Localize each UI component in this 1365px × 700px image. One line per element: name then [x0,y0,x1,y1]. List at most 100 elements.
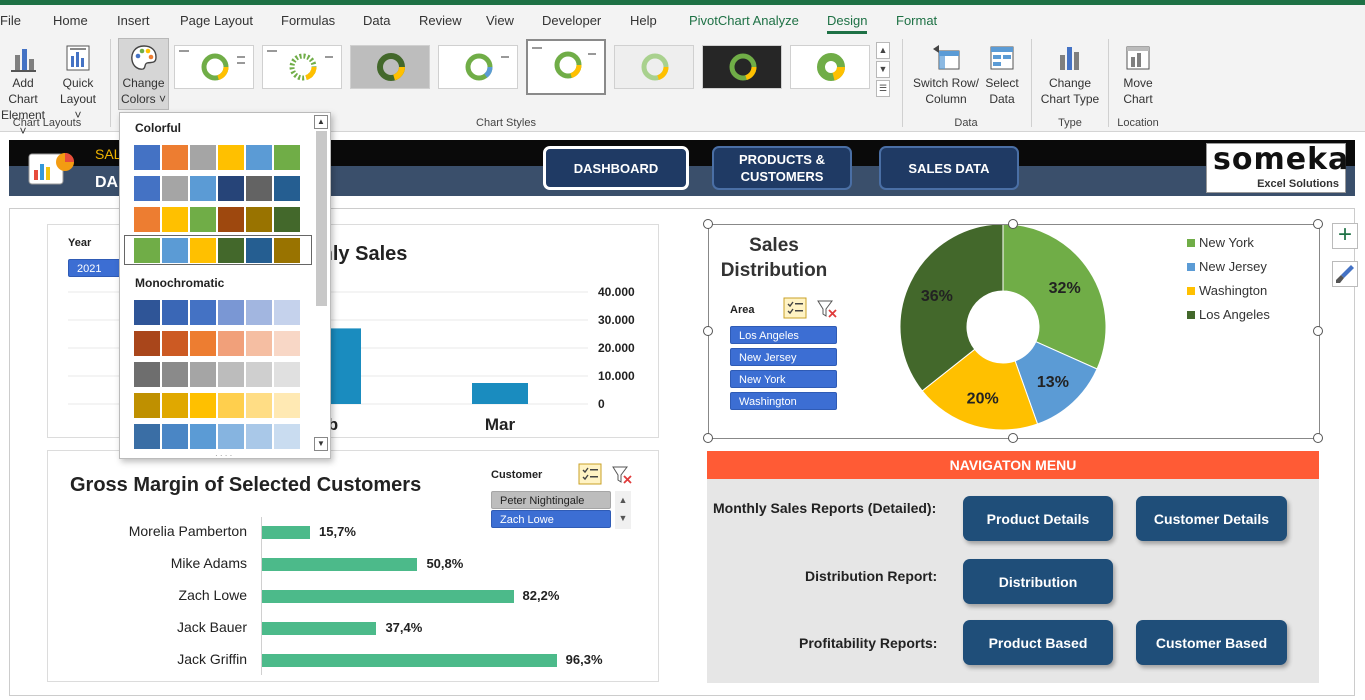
color-swatch[interactable] [274,145,300,170]
change-colors-button[interactable]: Change Colors ˅ [118,43,169,107]
color-swatch[interactable] [190,207,216,232]
tab-developer[interactable]: Developer [542,13,602,28]
scroll-up-button[interactable]: ▲ [314,115,328,129]
color-swatch[interactable] [218,393,244,418]
color-swatch[interactable] [134,238,160,263]
tab-view[interactable]: View [486,13,514,28]
add-chart-element-button[interactable]: Add Chart Element ˅ [0,43,50,139]
color-swatch[interactable] [162,331,188,356]
scroll-down-button[interactable]: ▼ [314,437,328,451]
tab-pivotchart-analyze[interactable]: PivotChart Analyze [689,13,799,28]
donut-slice[interactable] [921,348,1039,431]
customer-based-button[interactable]: Customer Based [1136,620,1287,665]
color-swatch[interactable] [162,362,188,387]
resize-handle[interactable] [703,433,713,443]
sales-data-nav-button[interactable]: SALES DATA [879,146,1019,190]
color-swatch[interactable] [190,424,216,449]
multi-select-icon[interactable] [578,463,602,485]
color-swatch[interactable] [274,362,300,387]
gallery-more-button[interactable]: ☰ [876,80,890,97]
sales-distribution-panel[interactable]: Sales Distribution Area Los Angeles New … [708,224,1320,439]
tab-design[interactable]: Design [827,13,868,34]
color-swatch[interactable] [218,207,244,232]
change-colors-button-highlight[interactable] [118,38,169,110]
resize-handle[interactable] [1313,326,1323,336]
gallery-up-button[interactable]: ▲ [876,42,890,59]
color-swatch[interactable] [134,424,160,449]
resize-handle[interactable] [1008,433,1018,443]
color-swatch[interactable] [218,300,244,325]
select-data-button[interactable]: Select Data [982,43,1022,107]
chart-style-4[interactable] [438,45,518,89]
color-swatch[interactable] [246,331,272,356]
resize-handle[interactable] [1008,219,1018,229]
color-swatch[interactable] [274,300,300,325]
chart-style-8[interactable] [790,45,870,89]
chart-styles-brush-icon[interactable] [1332,261,1358,287]
tab-format[interactable]: Format [896,13,938,28]
color-swatch[interactable] [134,393,160,418]
color-swatch[interactable] [218,424,244,449]
tab-file[interactable]: File [0,13,21,28]
color-swatch[interactable] [274,207,300,232]
color-swatch[interactable] [162,176,188,201]
color-swatch[interactable] [246,362,272,387]
color-swatch[interactable] [274,238,300,263]
color-swatch[interactable] [134,176,160,201]
area-slicer-item-new-york[interactable]: New York [730,370,837,388]
color-swatch[interactable] [274,176,300,201]
color-swatch[interactable] [246,176,272,201]
color-swatch[interactable] [134,207,160,232]
move-chart-button[interactable]: Move Chart [1116,43,1160,107]
color-swatch[interactable] [218,176,244,201]
chart-elements-plus-icon[interactable]: + [1332,223,1358,249]
resize-handle[interactable] [1313,219,1323,229]
area-slicer-item-los-angeles[interactable]: Los Angeles [730,326,837,344]
clear-filter-icon[interactable] [611,465,633,485]
color-swatch[interactable] [218,238,244,263]
tab-insert[interactable]: Insert [117,13,150,28]
clear-filter-icon[interactable] [816,299,838,319]
area-slicer-item-washington[interactable]: Washington [730,392,837,410]
color-swatch[interactable] [218,362,244,387]
color-swatch[interactable] [162,207,188,232]
color-swatch[interactable] [190,362,216,387]
color-swatch[interactable] [218,331,244,356]
dashboard-nav-button[interactable]: DASHBOARD [543,146,689,190]
color-swatch[interactable] [134,362,160,387]
chart-style-3[interactable] [350,45,430,89]
product-details-button[interactable]: Product Details [963,496,1113,541]
color-swatch[interactable] [246,300,272,325]
scroll-thumb[interactable] [316,131,327,306]
color-swatch[interactable] [134,145,160,170]
color-swatch[interactable] [134,300,160,325]
color-swatch[interactable] [162,424,188,449]
distribution-button[interactable]: Distribution [963,559,1113,604]
customer-slicer-item-zach-lowe[interactable]: Zach Lowe [491,510,611,528]
color-swatch[interactable] [162,145,188,170]
color-swatch[interactable] [274,393,300,418]
resize-handle[interactable] [1313,433,1323,443]
color-swatch[interactable] [190,176,216,201]
color-swatch[interactable] [190,300,216,325]
product-based-button[interactable]: Product Based [963,620,1113,665]
tab-help[interactable]: Help [630,13,657,28]
chart-style-2[interactable] [262,45,342,89]
tab-page-layout[interactable]: Page Layout [180,13,254,28]
color-swatch[interactable] [134,331,160,356]
color-swatch[interactable] [190,238,216,263]
color-swatch[interactable] [162,238,188,263]
dropdown-scrollbar[interactable]: ▲ ▼ [314,115,328,451]
customer-slicer-scroll[interactable]: ▲ ▼ [615,491,631,529]
year-slicer-item[interactable]: 2021 [68,259,132,277]
customer-slicer-item-peter-nightingale[interactable]: Peter Nightingale [491,491,611,509]
multi-select-icon[interactable] [783,297,807,319]
gallery-down-button[interactable]: ▼ [876,61,890,78]
change-chart-type-button[interactable]: Change Chart Type [1038,43,1102,107]
donut-slice[interactable] [899,225,1004,392]
customer-details-button[interactable]: Customer Details [1136,496,1287,541]
color-swatch[interactable] [246,145,272,170]
color-swatch[interactable] [246,424,272,449]
products-customers-nav-button[interactable]: PRODUCTS & CUSTOMERS [712,146,852,190]
chart-style-7[interactable] [702,45,782,89]
